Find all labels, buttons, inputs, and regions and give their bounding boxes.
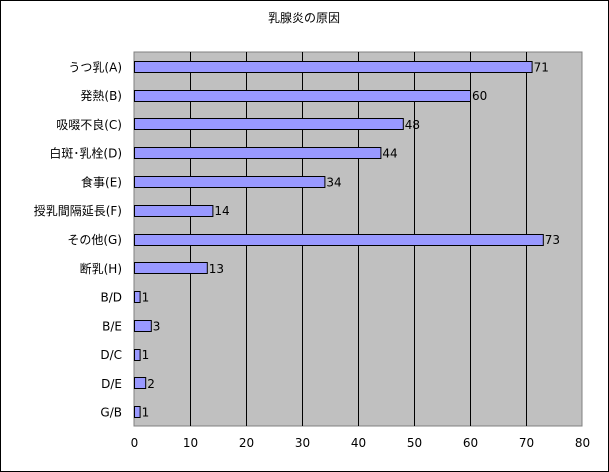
bar (134, 377, 147, 389)
x-tick-label: 30 (295, 436, 310, 450)
bar (134, 118, 404, 130)
data-label: 13 (209, 262, 224, 276)
bar (134, 291, 141, 303)
category-label: D/C (100, 348, 122, 362)
bar (134, 320, 152, 332)
bar (134, 262, 208, 274)
x-tick-label: 60 (463, 436, 478, 450)
bars (134, 61, 544, 418)
x-tick-label: 40 (351, 436, 366, 450)
data-label: 3 (153, 319, 161, 333)
data-label: 48 (405, 118, 420, 132)
bar (134, 234, 544, 246)
bar (134, 349, 141, 361)
data-label: 71 (534, 60, 549, 74)
data-label: 1 (142, 348, 150, 362)
category-label: 食事(E) (81, 174, 122, 189)
x-tick-label: 50 (407, 436, 422, 450)
bar (134, 406, 141, 418)
x-tick-label: 70 (519, 436, 534, 450)
category-label: 断乳(H) (80, 261, 122, 276)
data-label: 14 (214, 204, 229, 218)
chart-title: 乳腺炎の原因 (268, 11, 340, 25)
x-tick-labels: 0 10 20 30 40 50 60 70 80 (131, 436, 590, 450)
category-label: D/E (101, 377, 122, 391)
data-label: 44 (382, 147, 397, 161)
category-label: B/E (102, 319, 122, 333)
bar (134, 61, 533, 73)
category-label: 白斑･乳栓(D) (49, 146, 122, 161)
x-tick-label: 20 (239, 436, 254, 450)
category-label: G/B (100, 406, 122, 420)
data-label: 73 (545, 233, 560, 247)
data-label: 2 (147, 377, 155, 391)
x-tick-label: 0 (131, 436, 139, 450)
data-label: 34 (326, 175, 341, 189)
bar (134, 176, 326, 188)
category-label: 吸啜不良(C) (56, 117, 122, 132)
bar (134, 147, 382, 159)
category-label: うつ乳(A) (68, 60, 122, 74)
data-label: 1 (142, 291, 150, 305)
category-label: B/D (100, 291, 122, 305)
category-labels: うつ乳(A) 発熱(B) 吸啜不良(C) 白斑･乳栓(D) 食事(E) 授乳間隔延長(F)… (34, 60, 122, 419)
x-tick-label: 80 (575, 436, 590, 450)
category-label: 授乳間隔延長(F) (34, 203, 122, 218)
data-label: 1 (142, 406, 150, 420)
category-label: その他(G) (67, 233, 122, 247)
bar (134, 90, 471, 102)
bar (134, 205, 214, 217)
category-label: 発熱(B) (80, 89, 122, 103)
x-tick-label: 10 (183, 436, 198, 450)
data-label: 60 (472, 89, 487, 103)
